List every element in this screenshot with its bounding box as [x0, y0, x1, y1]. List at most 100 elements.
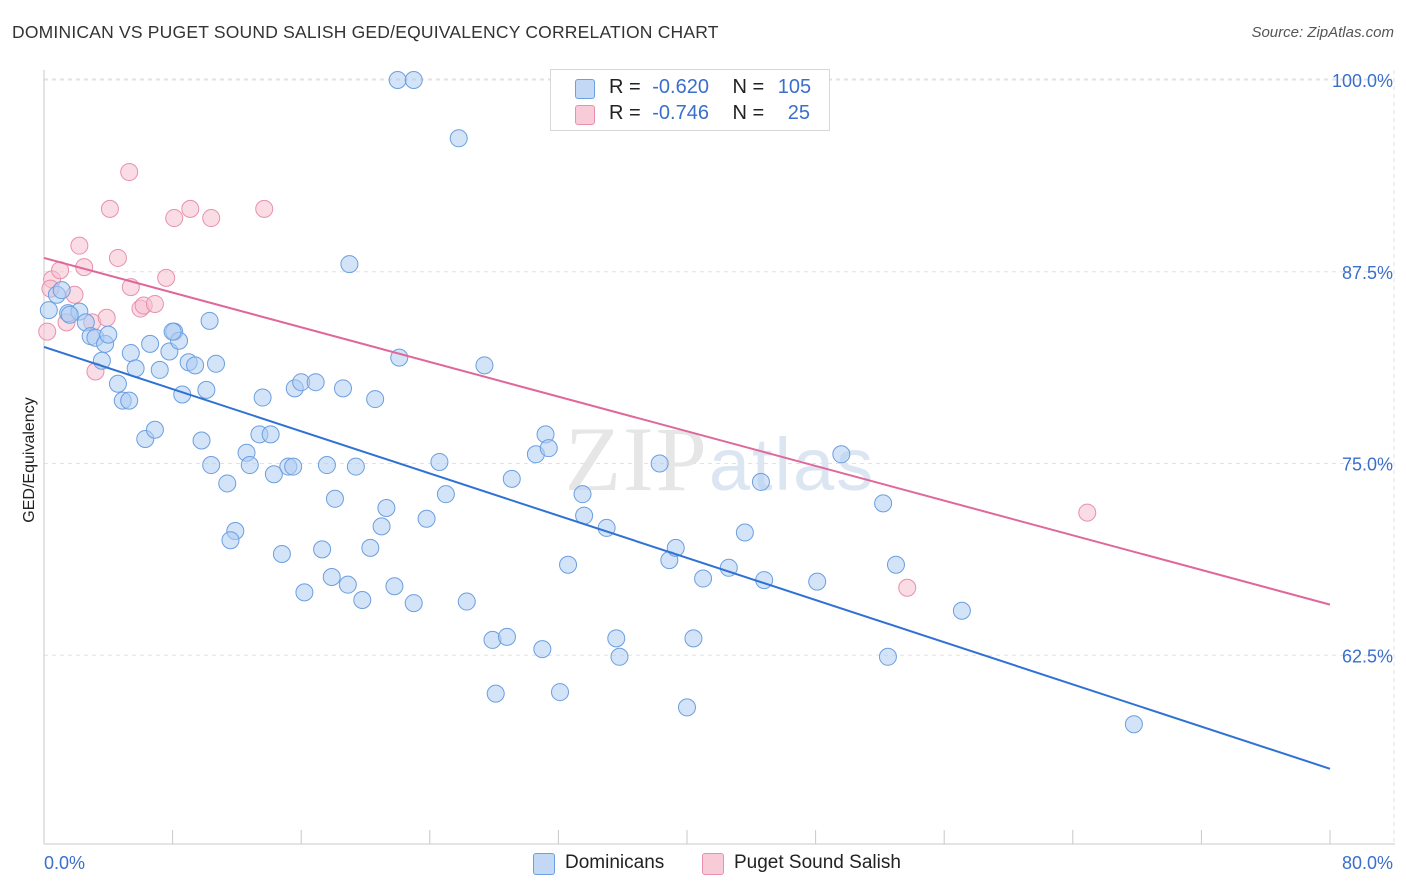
point-dominicans — [874, 494, 893, 513]
point-dominicans — [610, 647, 629, 666]
point-dominicans — [573, 485, 592, 504]
point-dominicans — [108, 374, 127, 393]
point-puget-sound-salish — [70, 236, 89, 255]
y-tick-label: 100.0% — [1332, 71, 1393, 91]
point-dominicans — [99, 325, 118, 344]
point-puget-sound-salish — [255, 199, 274, 218]
point-dominicans — [197, 380, 216, 399]
point-dominicans — [539, 439, 558, 458]
point-dominicans — [52, 281, 71, 300]
point-dominicans — [192, 431, 211, 450]
source-label: Source: ZipAtlas.com — [1251, 24, 1394, 41]
legend-swatch-puget-sound-salish — [702, 853, 724, 875]
point-dominicans — [457, 592, 476, 611]
point-dominicans — [559, 555, 578, 574]
point-dominicans — [404, 71, 423, 89]
point-dominicans — [388, 71, 407, 89]
point-dominicans — [218, 474, 237, 493]
legend-r-value: -0.620 — [652, 76, 709, 98]
point-dominicans — [121, 344, 140, 363]
point-dominicans — [486, 684, 505, 703]
point-dominicans — [221, 531, 240, 550]
point-dominicans — [1124, 715, 1143, 734]
point-dominicans — [366, 390, 385, 409]
y-tick-label: 87.5% — [1342, 263, 1393, 283]
point-dominicans — [607, 629, 626, 648]
point-puget-sound-salish — [1078, 503, 1097, 522]
legend-swatch-dominicans — [533, 853, 555, 875]
point-dominicans — [684, 629, 703, 648]
legend-r-value: -0.746 — [652, 102, 709, 124]
point-dominicans — [207, 354, 226, 373]
y-tick-labels: 62.5% 75.0% 87.5% 100.0% — [1332, 71, 1393, 666]
trend-line-puget-sound-salish — [43, 256, 1331, 606]
legend-n-value: 105 — [777, 76, 812, 98]
point-dominicans — [430, 452, 449, 471]
point-puget-sound-salish — [38, 322, 57, 341]
point-puget-sound-salish — [100, 199, 119, 218]
point-dominicans — [313, 540, 332, 559]
point-dominicans — [141, 334, 160, 353]
point-dominicans — [353, 591, 372, 610]
trend-lines — [43, 256, 1331, 770]
point-dominicans — [886, 555, 905, 574]
point-dominicans — [952, 601, 971, 620]
point-puget-sound-salish — [898, 578, 917, 597]
stats-legend: R = -0.620 N = 105 R = -0.746 N = 25 — [550, 69, 830, 131]
point-puget-sound-salish — [181, 199, 200, 218]
axes — [43, 70, 1395, 845]
point-dominicans — [264, 465, 283, 484]
point-puget-sound-salish — [165, 209, 184, 228]
point-dominicans — [60, 305, 79, 324]
point-dominicans — [551, 683, 570, 702]
point-dominicans — [145, 420, 164, 439]
point-dominicans — [240, 456, 259, 475]
series-dominicans — [39, 71, 1143, 734]
point-dominicans — [377, 498, 396, 517]
legend-label-puget-sound-salish: Puget Sound Salish — [734, 852, 901, 873]
point-dominicans — [261, 425, 280, 444]
point-dominicans — [533, 640, 552, 659]
legend-r-label: R = — [609, 102, 641, 124]
legend-swatch-pink — [575, 105, 595, 125]
point-dominicans — [325, 489, 344, 508]
trend-line-dominicans — [43, 345, 1331, 770]
point-puget-sound-salish — [202, 209, 221, 228]
point-dominicans — [322, 568, 341, 587]
point-dominicans — [163, 322, 182, 341]
point-dominicans — [253, 388, 272, 407]
x-tick-labels: 0.0% 80.0% — [44, 853, 1393, 873]
legend-n-label: N = — [732, 76, 765, 98]
series-puget-sound-salish — [38, 163, 1097, 597]
watermark: ZIPatlas — [565, 408, 875, 510]
point-dominicans — [385, 577, 404, 596]
point-dominicans — [120, 391, 139, 410]
point-dominicans — [436, 485, 455, 504]
point-dominicans — [202, 456, 221, 475]
point-dominicans — [497, 627, 516, 646]
point-dominicans — [39, 301, 58, 320]
x-tick-label: 0.0% — [44, 853, 85, 873]
point-dominicans — [317, 456, 336, 475]
point-dominicans — [475, 356, 494, 375]
point-dominicans — [295, 583, 314, 602]
legend-label-dominicans: Dominicans — [565, 852, 665, 873]
point-dominicans — [678, 698, 696, 717]
point-dominicans — [361, 538, 380, 557]
point-puget-sound-salish — [157, 268, 176, 287]
point-dominicans — [449, 129, 468, 148]
x-tick-label: 80.0% — [1342, 853, 1393, 873]
point-dominicans — [751, 472, 770, 491]
legend-r-label: R = — [609, 76, 641, 98]
point-dominicans — [150, 360, 169, 379]
series-legend: Dominicans Puget Sound Salish — [0, 852, 1406, 880]
point-dominicans — [200, 311, 219, 330]
point-dominicans — [372, 517, 391, 536]
point-dominicans — [186, 356, 205, 375]
point-dominicans — [650, 454, 669, 473]
point-puget-sound-salish — [145, 294, 164, 313]
point-dominicans — [272, 545, 291, 564]
point-dominicans — [333, 379, 352, 398]
point-dominicans — [346, 457, 365, 476]
